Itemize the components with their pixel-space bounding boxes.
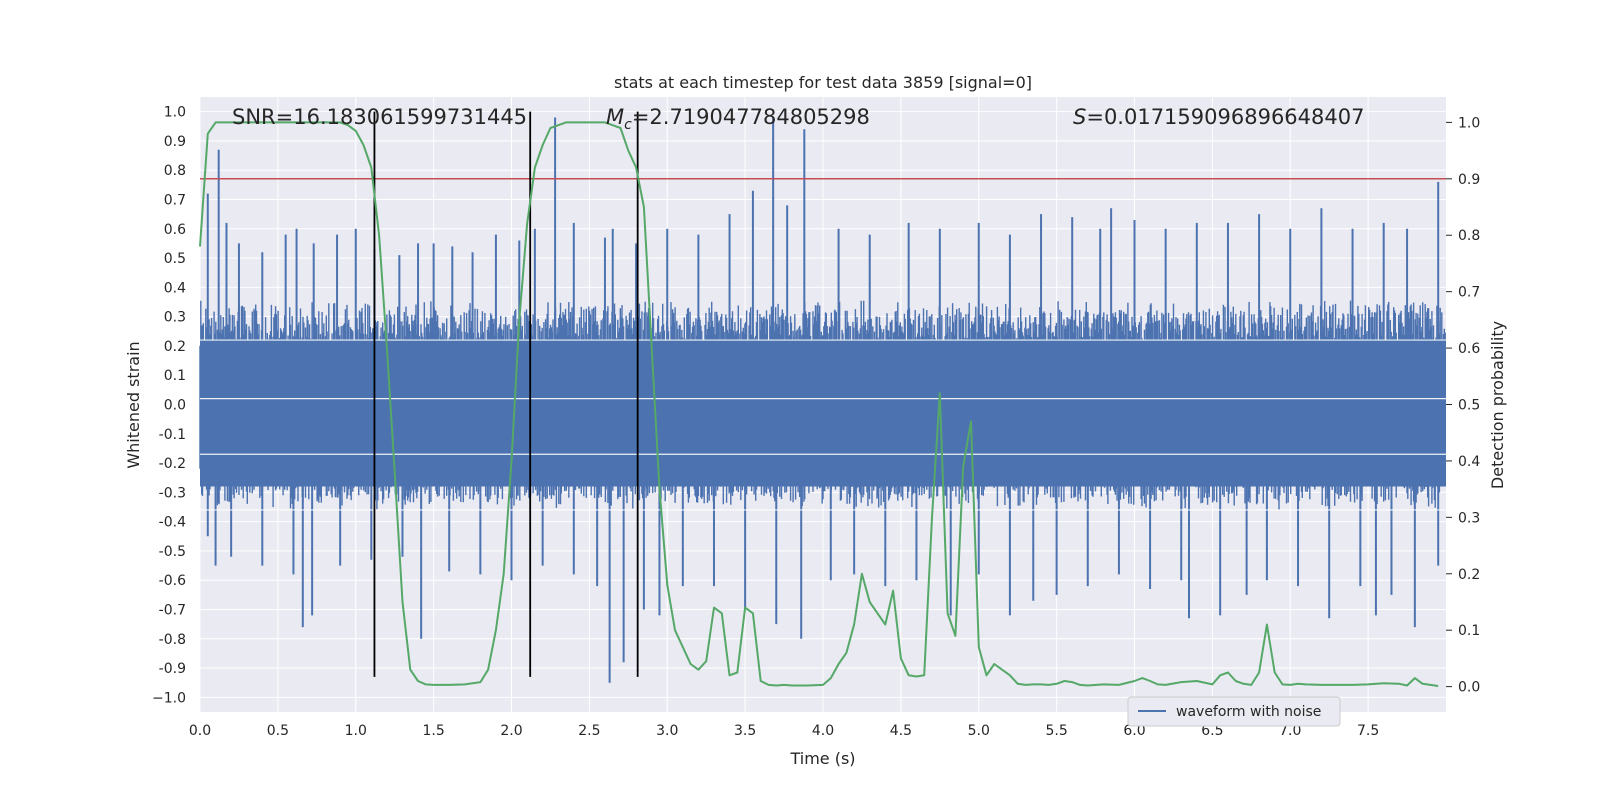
y-tick-label: -0.2	[159, 456, 186, 472]
y-tick-label: 0.9	[164, 134, 186, 150]
y-right-tick-label: 0.8	[1458, 228, 1480, 244]
y-tick-label: -0.8	[159, 632, 186, 648]
y-tick-label: 1.0	[164, 105, 186, 121]
x-tick-label: 5.0	[968, 723, 990, 739]
y-tick-label: -0.7	[159, 603, 186, 619]
s-symbol: S	[1073, 105, 1086, 129]
legend-label: waveform with noise	[1176, 704, 1321, 720]
y-tick-label: -0.5	[159, 544, 186, 560]
y-right-tick-label: 0.6	[1458, 341, 1480, 357]
y-right-tick-label: 0.3	[1458, 510, 1480, 526]
s-value: =0.017159096896648407	[1086, 105, 1364, 129]
y-right-tick-label: 0.7	[1458, 285, 1480, 301]
x-tick-label: 3.0	[656, 723, 678, 739]
x-tick-label: 6.0	[1123, 723, 1145, 739]
y-tick-label: 0.3	[164, 310, 186, 326]
x-tick-label: 2.0	[500, 723, 522, 739]
chart-title: stats at each timestep for test data 385…	[614, 73, 1032, 92]
mc-value: =2.719047784805298	[632, 105, 870, 129]
x-tick-label: 2.5	[578, 723, 600, 739]
y-tick-label: 0.6	[164, 222, 186, 238]
y-right-tick-label: 0.2	[1458, 567, 1480, 583]
x-axis-label: Time (s)	[789, 749, 855, 768]
x-tick-labels: 0.0 0.5 1.0 1.5 2.0 2.5 3.0 3.5 4.0 4.5 5.0 5.5 6.0 6…	[189, 723, 1379, 739]
y-tick-label: 0.2	[164, 339, 186, 355]
y-tick-label: -0.6	[159, 573, 186, 589]
y-tick-label: -0.9	[159, 661, 186, 677]
y-right-tick-label: 0.1	[1458, 623, 1480, 639]
legend-box	[1127, 696, 1341, 727]
x-tick-label: 1.0	[345, 723, 367, 739]
y-right-tick-label: 0.9	[1458, 172, 1480, 188]
mc-subscript: c	[624, 117, 632, 133]
y-axis-label: Whitened strain	[124, 341, 143, 468]
y-right-tick-label: 0.5	[1458, 398, 1480, 414]
x-tick-label: 4.0	[812, 723, 834, 739]
y-tick-label: -0.3	[159, 485, 186, 501]
chirp-mass-annotation: Mc=2.719047784805298	[606, 105, 870, 133]
y-tick-label: -0.1	[159, 427, 186, 443]
y-right-axis-label: Detection probability	[1488, 321, 1507, 489]
y-tick-label: 0.7	[164, 193, 186, 209]
y-tick-label: -0.4	[159, 515, 186, 531]
y-tick-label: 0.4	[164, 280, 186, 296]
waveform-core	[200, 340, 1446, 487]
x-tick-label: 7.5	[1357, 723, 1379, 739]
legend: waveform with noise	[1127, 696, 1341, 727]
y-tick-label: 0.8	[164, 163, 186, 179]
snr-annotation: SNR=16.183061599731445	[232, 105, 527, 129]
x-tick-label: 6.5	[1201, 723, 1223, 739]
y-tick-label: 0.0	[164, 398, 186, 414]
y-right-tick-label: 0.4	[1458, 454, 1480, 470]
x-tick-label: 5.5	[1045, 723, 1067, 739]
mc-symbol: M	[606, 105, 624, 129]
x-tick-label: 3.5	[734, 723, 756, 739]
y-right-tick-label: 1.0	[1458, 115, 1480, 131]
x-tick-label: 7.0	[1279, 723, 1301, 739]
y-tick-label: 0.5	[164, 251, 186, 267]
waveform-series	[199, 117, 1446, 683]
y-right-tick-label: 0.0	[1458, 680, 1480, 696]
probability-series	[199, 121, 1439, 687]
y-right-tick-labels: 1.0 0.9 0.8 0.7 0.6 0.5 0.4 0.3 0.2 0.1 0.0	[1446, 115, 1480, 696]
x-tick-label: 0.0	[189, 723, 211, 739]
x-tick-label: 4.5	[890, 723, 912, 739]
probability-line	[199, 121, 1439, 687]
y-tick-label: −1.0	[152, 690, 186, 706]
s-annotation: S=0.017159096896648407	[1073, 105, 1364, 129]
y-tick-labels: 1.0 0.9 0.8 0.7 0.6 0.5 0.4 0.3 0.2 0.1 0.0 -0.1 -0.…	[152, 105, 186, 707]
x-tick-label: 1.5	[422, 723, 444, 739]
y-tick-label: 0.1	[164, 368, 186, 384]
x-tick-label: 0.5	[267, 723, 289, 739]
